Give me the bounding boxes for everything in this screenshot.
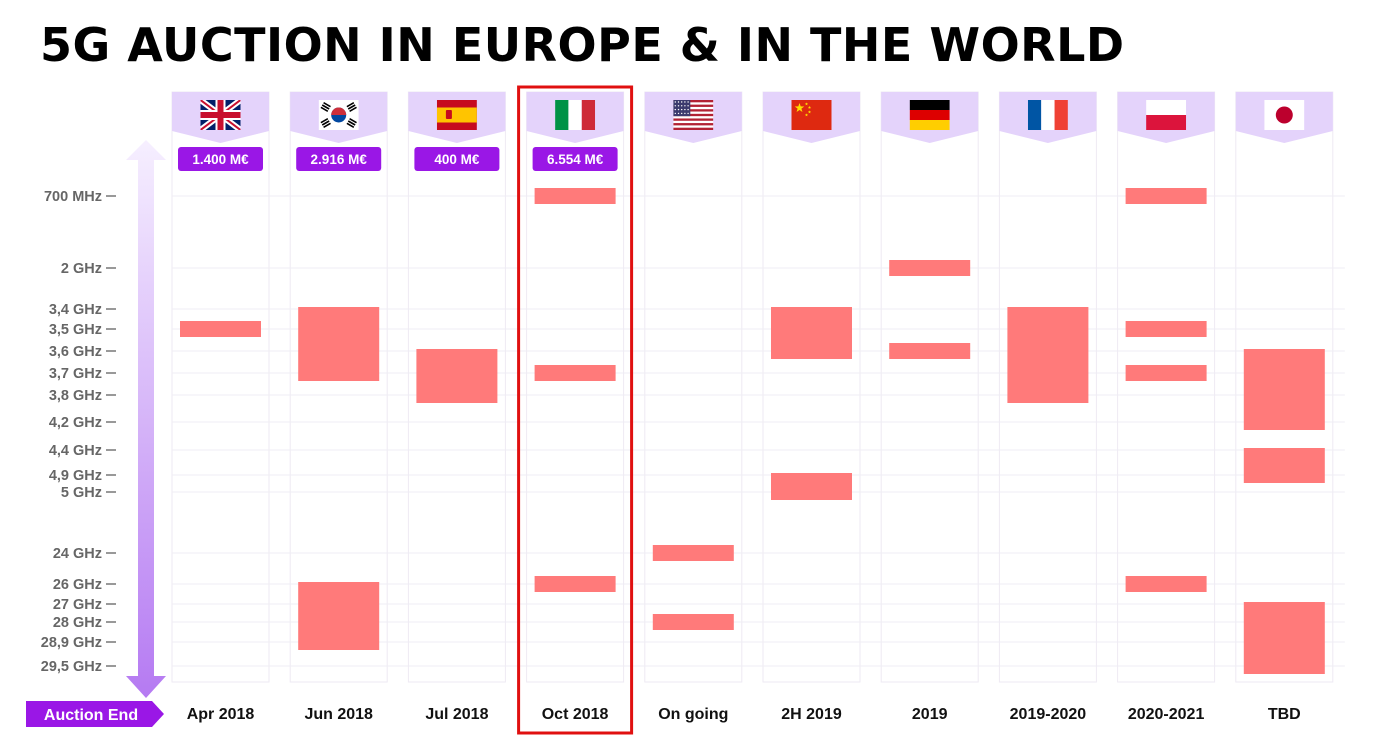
price-badge: [532, 147, 618, 171]
y-tick-label: 5 GHz: [61, 485, 102, 501]
chart-title: 5G AUCTION IN EUROPE & IN THE WORLD: [40, 18, 1125, 72]
country-column: [1117, 91, 1216, 683]
frequency-band: [1125, 321, 1207, 337]
frequency-band: [1243, 349, 1325, 430]
auction-date-label: Jun 2018: [304, 706, 373, 723]
y-tick-label: 28,9 GHz: [41, 635, 102, 651]
y-tick-label: 29,5 GHz: [41, 659, 102, 675]
poland-flag: [1146, 100, 1187, 130]
china-flag: [791, 100, 832, 130]
auction-end-label: Auction End: [44, 707, 138, 724]
y-tick-label: 26 GHz: [53, 577, 102, 593]
y-tick-label: 27 GHz: [53, 597, 102, 613]
auction-date-label: 2019-2020: [1010, 706, 1087, 723]
frequency-band: [889, 343, 971, 359]
frequency-band: [771, 473, 852, 500]
frequency-band: [534, 365, 616, 381]
price-label: 400 M€: [434, 152, 480, 167]
france-flag: [1027, 100, 1068, 130]
auction-date-label: 2H 2019: [781, 706, 842, 723]
frequency-band: [534, 576, 616, 592]
frequency-band: [1007, 307, 1089, 403]
auction-date-label: TBD: [1268, 706, 1301, 723]
price-badge: [178, 147, 263, 171]
frequency-band: [416, 349, 498, 403]
auction-date-label: 2020-2021: [1128, 706, 1205, 723]
spain-flag: [436, 100, 477, 130]
y-tick-label: 3,6 GHz: [49, 344, 102, 360]
y-tick-label: 24 GHz: [53, 546, 102, 562]
country-column: [880, 91, 979, 683]
frequency-band: [1125, 576, 1207, 592]
y-tick-label: 28 GHz: [53, 615, 102, 631]
country-column: [171, 91, 270, 683]
auction-date-label: 2019: [912, 706, 948, 723]
japan-flag: [1264, 100, 1305, 130]
italy-flag: [555, 100, 596, 130]
country-column: [644, 91, 743, 683]
country-column: [526, 91, 625, 683]
country-column: [762, 91, 861, 683]
frequency-band: [652, 614, 734, 630]
auction-date-label: Apr 2018: [187, 706, 255, 723]
y-tick-label: 2 GHz: [61, 261, 102, 277]
y-tick-label: 4,4 GHz: [49, 443, 102, 459]
frequency-band: [1243, 448, 1325, 483]
y-tick-label: 4,2 GHz: [49, 415, 102, 431]
price-badge: [296, 147, 382, 171]
frequency-band: [1243, 602, 1325, 674]
uk-flag: [200, 100, 241, 130]
auction-date-label: Jul 2018: [425, 706, 488, 723]
y-tick-label: 4,9 GHz: [49, 468, 102, 484]
price-label: 1.400 M€: [192, 152, 249, 167]
germany-flag: [909, 100, 950, 130]
y-tick-label: 3,8 GHz: [49, 388, 102, 404]
y-tick-label: 3,7 GHz: [49, 366, 102, 382]
auction-date-label: Oct 2018: [542, 706, 609, 723]
frequency-band: [652, 545, 734, 561]
price-label: 2.916 M€: [311, 152, 368, 167]
frequency-band: [1125, 188, 1207, 204]
frequency-band: [180, 321, 261, 337]
frequency-arrow: [126, 140, 166, 698]
auction-date-label: On going: [658, 706, 728, 723]
frequency-band: [771, 307, 852, 359]
frequency-band: [889, 260, 971, 276]
price-badge: [414, 147, 500, 171]
frequency-band: [1125, 365, 1207, 381]
y-tick-label: 3,5 GHz: [49, 322, 102, 338]
frequency-band: [534, 188, 616, 204]
usa-flag: [673, 100, 714, 130]
highlight-box: [517, 85, 634, 735]
frequency-band: [298, 582, 380, 650]
auction-end-badge: [26, 701, 164, 727]
y-tick-label: 700 MHz: [44, 189, 102, 205]
south-korea-flag: [318, 100, 359, 130]
y-tick-label: 3,4 GHz: [49, 302, 102, 318]
frequency-band: [298, 307, 380, 381]
price-label: 6.554 M€: [547, 152, 604, 167]
